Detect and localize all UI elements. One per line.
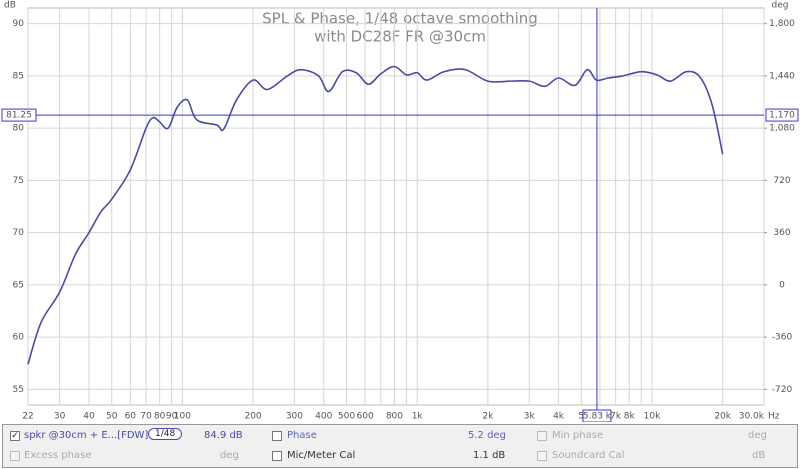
x-tick-label: 40 (83, 412, 95, 422)
x-tick-label: 7k (610, 412, 622, 422)
x-tick-label: 400 (315, 412, 332, 422)
x-tick-label: 20k (714, 412, 731, 422)
phase-label[interactable]: Phase (287, 430, 317, 441)
y-tick-label: 90 (13, 19, 25, 29)
y-tick-label: 75 (13, 176, 24, 186)
checkbox[interactable] (272, 451, 282, 461)
x-tick-label: 500 (338, 412, 355, 422)
chart: SPL & Phase, 1/48 octave smoothing with … (1, 1, 799, 423)
x-tick-label: 4k (553, 412, 565, 422)
cursor-box (765, 108, 799, 122)
cursor-y-label: 81.25 (6, 111, 32, 121)
x-tick-label: 30 (54, 412, 66, 422)
x-tick-label: 70 (140, 412, 152, 422)
y2-tick-label: 720 (773, 176, 790, 186)
legend-panel (2, 424, 798, 468)
x-tick-label: 3k (524, 412, 536, 422)
checkbox[interactable] (537, 451, 547, 461)
excess-phase-unit: deg (220, 450, 239, 461)
x-tick-label: 5 (578, 412, 584, 422)
y2-tick-label: 1,800 (769, 19, 795, 29)
y2-tick-label: 360 (773, 228, 790, 238)
spl-readout: 84.9 dB (204, 430, 243, 441)
y-tick-label: 70 (13, 228, 25, 238)
y2-tick-label: 1,440 (769, 71, 795, 81)
cursor-x-label: 5.83 k (583, 412, 612, 422)
checkbox[interactable] (10, 451, 20, 461)
x-tick-label: 22 (22, 412, 33, 422)
x-tick-label: 80 (154, 412, 166, 422)
y2-unit: deg (772, 1, 789, 11)
x-tick-label: 300 (286, 412, 303, 422)
x-tick-label: 800 (386, 412, 403, 422)
y2-tick-label: 1,080 (769, 124, 795, 134)
soundcard-cal-label[interactable]: Soundcard Cal (552, 450, 625, 461)
x-tick-label: 10k (644, 412, 661, 422)
spl-curve (27, 65, 724, 365)
x-unit: Hz (768, 412, 780, 422)
checkbox[interactable] (537, 431, 547, 441)
x-tick-label: 2k (482, 412, 494, 422)
chart-title: SPL & Phase, 1/48 octave smoothing (262, 10, 538, 28)
x-tick-label: 100 (174, 412, 191, 422)
x-tick-label: 30.0k (739, 412, 765, 422)
x-tick-label: 600 (357, 412, 374, 422)
y2-tick-label: 0 (779, 280, 785, 290)
soundcard-cal-unit: dB (752, 450, 766, 461)
mic-cal-readout: 1.1 dB (473, 450, 506, 461)
x-tick-label: 200 (244, 412, 261, 422)
checkbox[interactable]: ✓ (10, 431, 20, 441)
x-tick-label: 90 (166, 412, 178, 422)
excess-phase-label[interactable]: Excess phase (24, 450, 92, 461)
trace-name[interactable]: spkr @30cm + E...[FDW] (24, 430, 149, 441)
x-tick-label: 8k (624, 412, 636, 422)
y-tick-label: 80 (13, 124, 25, 134)
y-unit: dB (4, 1, 16, 11)
min-phase-unit: deg (748, 430, 767, 441)
chart-subtitle: with DC28F FR @30cm (314, 28, 486, 46)
y-tick-label: 55 (13, 385, 24, 395)
min-phase-label[interactable]: Min phase (552, 430, 604, 441)
y-tick-label: 60 (13, 333, 25, 343)
mic-cal-label[interactable]: Mic/Meter Cal (287, 450, 356, 461)
smoothing-icon[interactable]: 1/48 (148, 428, 183, 440)
phase-readout: 5.2 deg (468, 430, 506, 441)
cursor-y2-label: 1,170 (769, 111, 795, 121)
y-tick-label: 85 (13, 71, 24, 81)
x-tick-label: 60 (125, 412, 137, 422)
x-tick-label: 1k (412, 412, 424, 422)
cursor-box (1, 108, 37, 122)
checkbox[interactable] (272, 431, 282, 441)
y2-tick-label: -720 (772, 385, 793, 395)
y-tick-label: 65 (13, 280, 24, 290)
y2-tick-label: -360 (772, 333, 793, 343)
x-tick-label: 50 (106, 412, 118, 422)
